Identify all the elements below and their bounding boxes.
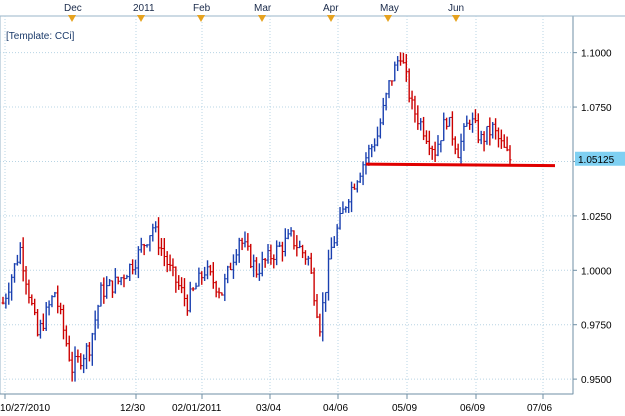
month-marker-label: Mar xyxy=(254,3,272,14)
price-axis xyxy=(573,16,625,394)
month-marker-triangle xyxy=(327,15,335,22)
y-tick-label: 0.9500 xyxy=(581,375,612,386)
month-marker-label: May xyxy=(380,3,399,14)
month-marker-triangle xyxy=(384,15,392,22)
month-marker-label: 2011 xyxy=(133,3,155,14)
month-marker-label: Apr xyxy=(323,3,339,14)
x-tick-label: 04/06 xyxy=(323,403,348,414)
month-marker-triangle xyxy=(258,15,266,22)
y-tick-label: 1.0750 xyxy=(581,103,612,114)
month-marker-triangle xyxy=(197,15,205,22)
month-marker-label: Jun xyxy=(448,3,464,14)
y-tick-label: 1.1000 xyxy=(581,49,612,60)
x-tick-label: 06/09 xyxy=(460,403,485,414)
month-bar xyxy=(0,0,625,16)
y-tick-label: 0.9750 xyxy=(581,321,612,332)
candlesticks xyxy=(1,52,512,382)
current-price-label: 1.05125 xyxy=(578,155,615,166)
month-marker-triangle xyxy=(452,15,460,22)
x-tick-label: 05/09 xyxy=(392,403,417,414)
x-tick-label: 02/01/2011 xyxy=(172,403,222,414)
grid-lines xyxy=(0,16,573,394)
x-tick-label: 07/06 xyxy=(527,403,552,414)
template-label: [Template: CCi] xyxy=(6,31,75,42)
month-marker-label: Dec xyxy=(64,3,82,14)
month-marker-triangle xyxy=(137,15,145,22)
month-marker-triangle xyxy=(68,15,76,22)
x-tick-label: 03/04 xyxy=(256,403,281,414)
x-axis-ticks: 10/27/2010 12/30 02/01/2011 03/04 04/06 05/09… xyxy=(0,393,573,414)
current-price-box xyxy=(575,151,625,166)
x-tick-label: 12/30 xyxy=(120,403,145,414)
y-tick-label: 1.0250 xyxy=(581,212,612,223)
support-line xyxy=(365,162,556,168)
month-markers: Dec 2011 Feb Mar Apr May Jun xyxy=(64,3,464,22)
month-marker-label: Feb xyxy=(193,3,211,14)
x-tick-label: 10/27/2010 xyxy=(0,403,50,414)
plot-area xyxy=(0,15,574,395)
y-tick-label: 1.0000 xyxy=(581,266,612,277)
